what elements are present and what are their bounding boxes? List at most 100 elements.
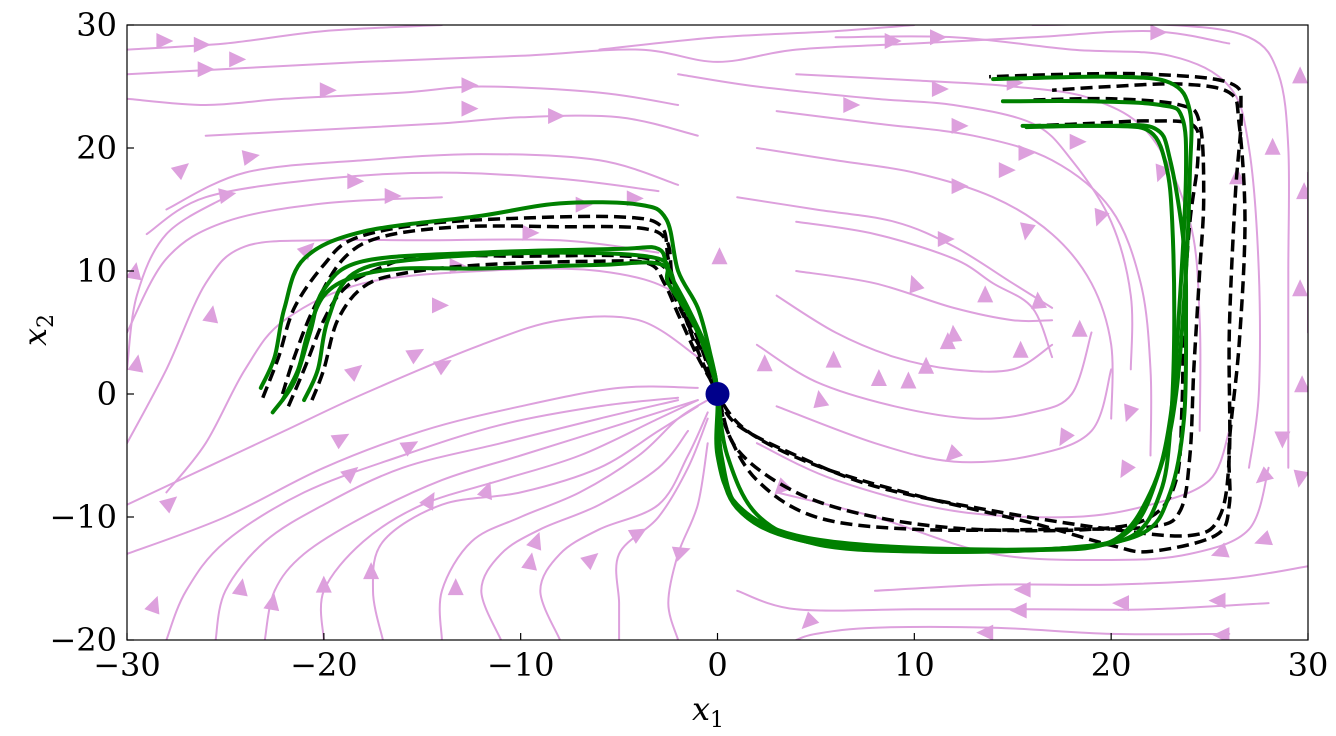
y-tick-label: 0	[97, 375, 117, 413]
y-tick-label: 10	[76, 252, 117, 290]
streamline-arrow	[1294, 375, 1308, 393]
streamline-arrow	[315, 575, 332, 593]
streamline-arrow	[951, 178, 969, 195]
streamline-arrow	[977, 285, 994, 303]
streamline-arrow	[930, 29, 947, 46]
streamline-arrow	[1020, 222, 1036, 241]
streamline-arrow	[1009, 602, 1027, 619]
x-tick-label: −30	[93, 646, 161, 684]
streamline-arrow	[1059, 427, 1075, 447]
y-tick-label: 20	[76, 129, 117, 167]
streamline	[755, 147, 1114, 420]
streamline	[127, 85, 680, 107]
streamline-arrow	[127, 354, 144, 373]
streamline-arrow	[159, 496, 178, 514]
streamline	[775, 368, 1113, 464]
streamline-arrow	[945, 444, 964, 462]
streamline-arrow	[405, 348, 425, 365]
streamline-arrow	[1296, 182, 1308, 200]
streamline	[755, 429, 1231, 519]
streamline	[755, 331, 1093, 420]
streamline-arrow	[998, 162, 1016, 179]
x-tick-label: 30	[1288, 646, 1329, 684]
streamline-arrow	[170, 163, 189, 181]
streamline-arrow	[1069, 133, 1087, 150]
streamline-arrow	[884, 33, 902, 49]
streamline-arrow	[1254, 530, 1273, 546]
reference-trajectory	[310, 96, 1206, 533]
streamline	[775, 294, 1054, 373]
streamline-arrow	[951, 117, 969, 134]
streamline-arrow	[671, 546, 691, 562]
streamline	[834, 35, 1261, 469]
y-tick-label: −20	[49, 621, 117, 659]
streamline	[127, 385, 699, 555]
streamline-arrow	[801, 611, 820, 630]
streamline-arrow	[1208, 592, 1226, 609]
streamline-arrow	[263, 593, 280, 612]
streamline-arrow	[202, 305, 219, 324]
streamline	[145, 171, 660, 236]
trajectory	[302, 123, 1177, 554]
streamline	[263, 399, 699, 640]
streamline-arrow	[1124, 403, 1140, 423]
streamline	[615, 417, 709, 640]
streamline-arrow	[711, 247, 728, 265]
streamline-arrow	[813, 390, 830, 409]
streamline	[127, 25, 443, 51]
streamline	[480, 429, 689, 640]
streamline-arrow	[1013, 581, 1031, 598]
y-axis-label: x2	[16, 314, 59, 346]
streamline-arrow	[937, 231, 955, 247]
x-tick-label: −10	[487, 646, 555, 684]
reference-trajectories	[261, 71, 1247, 554]
streamline	[598, 25, 916, 51]
reference-trajectory	[280, 71, 1243, 538]
streamline	[736, 589, 1270, 612]
streamline-arrow	[1255, 466, 1274, 484]
streamline-arrow	[296, 242, 315, 261]
streamline	[736, 196, 1054, 309]
streamline-arrow	[627, 528, 647, 544]
streamline-arrow	[900, 371, 917, 389]
streamline-arrow	[1212, 627, 1230, 640]
streamline-arrow	[344, 364, 363, 382]
y-tick-label: −10	[49, 498, 117, 536]
streamline-arrow	[461, 77, 479, 94]
streamline	[874, 565, 1308, 592]
streamline	[127, 196, 227, 371]
streamline	[204, 114, 699, 137]
plot-area	[127, 25, 1308, 640]
streamline-arrow	[580, 553, 599, 571]
streamline	[795, 625, 1231, 640]
streamline	[539, 411, 709, 640]
streamline	[371, 405, 699, 640]
streamline	[677, 73, 1134, 371]
streamline-arrow	[447, 578, 464, 596]
streamline-arrow	[1031, 291, 1047, 310]
streamline-arrow	[1120, 459, 1136, 479]
streamline	[438, 399, 709, 640]
streamline-arrow	[419, 492, 435, 511]
y-axis-ticks: −20 −10 0 10 20 30	[49, 6, 134, 659]
streamline-arrow	[843, 97, 861, 113]
streamline	[165, 396, 680, 640]
streamline-arrow	[870, 369, 887, 386]
streamline-arrow	[1150, 25, 1168, 41]
streamline-arrow	[1292, 279, 1308, 297]
streamline-arrow	[1094, 207, 1110, 227]
streamline	[127, 238, 660, 445]
x-tick-label: −20	[290, 646, 358, 684]
streamline-arrow	[526, 531, 542, 551]
streamline	[795, 220, 1054, 359]
streamline	[319, 399, 699, 640]
trajectory	[270, 98, 1189, 553]
streamline	[795, 270, 1054, 323]
streamline-arrow	[1293, 469, 1308, 488]
streamline-arrow	[1274, 431, 1291, 449]
streamline-arrow	[241, 150, 260, 166]
streamline-arrow	[384, 188, 402, 204]
streamline-arrow	[1018, 144, 1036, 161]
streamline-arrow	[218, 188, 237, 204]
x-tick-label: 10	[894, 646, 935, 684]
